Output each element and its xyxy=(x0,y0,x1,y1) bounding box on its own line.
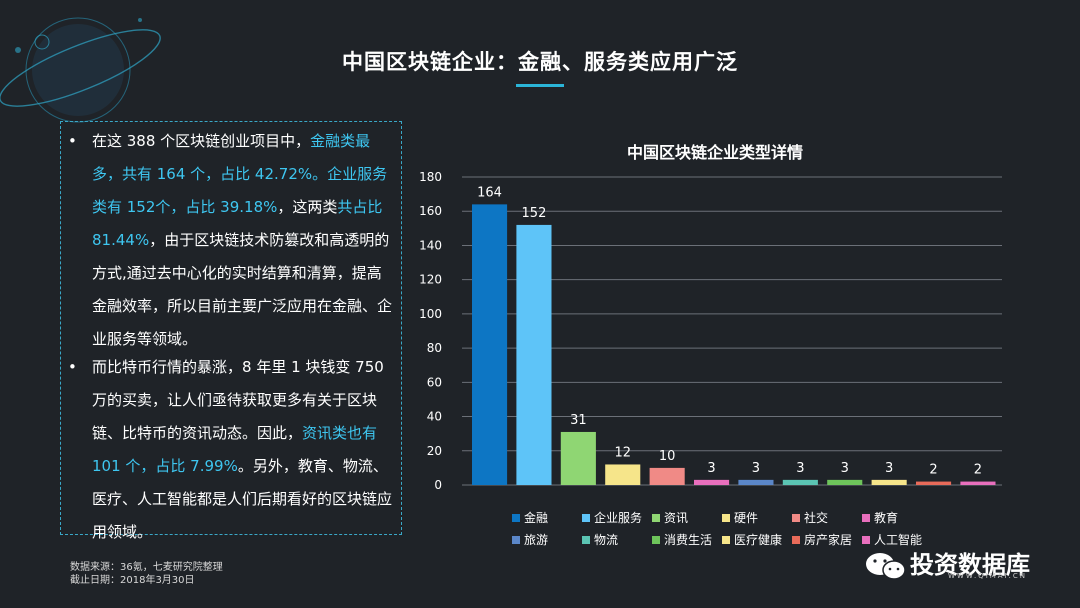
bullet-text: 在这 388 个区块链创业项目中， xyxy=(92,132,311,150)
legend-label: 人工智能 xyxy=(874,532,922,547)
y-tick-label: 120 xyxy=(419,273,442,287)
y-tick-label: 160 xyxy=(419,204,442,218)
bullet-dot: • xyxy=(68,358,77,376)
data-label: 3 xyxy=(885,461,893,476)
legend-swatch xyxy=(582,536,590,544)
y-tick-label: 20 xyxy=(427,444,442,458)
legend-label: 企业服务 xyxy=(594,510,642,525)
data-label: 3 xyxy=(752,461,760,476)
bar-金融 xyxy=(472,204,508,485)
bullet-highlight: 资讯类也有 101 个，占比 7.99% xyxy=(92,424,378,475)
legend-label: 硬件 xyxy=(734,511,758,525)
bullet-text: ，这两类 xyxy=(277,198,338,216)
legend-label: 旅游 xyxy=(524,533,548,547)
watermark-text: 投资数据库 xyxy=(910,551,1030,579)
data-label: 2 xyxy=(974,463,982,478)
bullet-highlight: 共占比 81.44% xyxy=(92,198,383,249)
bullet-finance: • 在这 388 个区块链创业项目中，金融类最多，共有 164 个，占比 42.… xyxy=(68,125,394,356)
legend-swatch xyxy=(652,514,660,522)
y-tick-label: 0 xyxy=(434,478,442,492)
title-underline xyxy=(516,84,564,87)
bullet-text: 而比特币行情的暴涨，8 年里 1 块钱变 750 万的买卖，让人们亟待获取更多有… xyxy=(92,358,384,442)
bullet-dot: • xyxy=(68,132,77,150)
bar-人工智能 xyxy=(960,481,996,485)
watermark-url: WWW.QIMAI.CN xyxy=(948,572,1028,580)
legend-swatch xyxy=(792,514,800,522)
bullet-highlight: 金融类最多，共有 164 个，占比 42.72%。企业服务类有 152个，占比 … xyxy=(92,132,388,216)
date-line: 截止日期：2018年3月30日 xyxy=(70,575,195,586)
bar-物流 xyxy=(782,479,818,485)
legend-label: 金融 xyxy=(524,510,548,525)
y-tick-label: 60 xyxy=(427,375,442,389)
legend-label: 物流 xyxy=(594,533,618,547)
legend-swatch xyxy=(512,514,520,522)
bullet-body: 在这 388 个区块链创业项目中，金融类最多，共有 164 个，占比 42.72… xyxy=(74,125,394,356)
bullet-text: 。另外，教育、物流、医疗、人工智能都是人们后期看好的区块链应用领域。 xyxy=(92,457,393,541)
bar-硬件 xyxy=(605,464,641,485)
y-tick-label: 40 xyxy=(427,410,442,424)
legend-label: 消费生活 xyxy=(664,533,712,547)
bullet-body: 而比特币行情的暴涨，8 年里 1 块钱变 750 万的买卖，让人们亟待获取更多有… xyxy=(74,351,394,549)
y-tick-label: 80 xyxy=(427,341,442,355)
legend-label: 房产家居 xyxy=(804,532,852,547)
legend-swatch xyxy=(792,536,800,544)
bar-旅游 xyxy=(738,479,774,485)
data-label: 31 xyxy=(570,413,587,428)
y-tick-label: 180 xyxy=(419,170,442,184)
data-label: 152 xyxy=(522,206,547,221)
bar-社交 xyxy=(649,467,685,485)
data-label: 10 xyxy=(659,449,676,464)
data-source: 数据来源：36氪，七麦研究院整理 截止日期：2018年3月30日 xyxy=(70,561,223,587)
bar-企业服务 xyxy=(516,224,552,485)
legend-label: 资讯 xyxy=(664,511,688,525)
data-label: 3 xyxy=(796,461,804,476)
legend-label: 医疗健康 xyxy=(734,532,782,547)
bar-医疗健康 xyxy=(871,479,907,485)
bullet-text: ，由于区块链技术防篡改和高透明的方式,通过去中心化的实时结算和清算，提高金融效率… xyxy=(92,231,393,348)
y-tick-label: 140 xyxy=(419,238,442,252)
legend-swatch xyxy=(722,514,730,522)
legend-swatch xyxy=(722,536,730,544)
legend-swatch xyxy=(582,514,590,522)
bar-房产家居 xyxy=(916,481,952,485)
data-label: 2 xyxy=(929,463,937,478)
data-label: 164 xyxy=(477,185,502,200)
legend-label: 教育 xyxy=(874,510,898,525)
planet-orbit-decoration xyxy=(0,17,161,123)
chart-title: 中国区块链企业类型详情 xyxy=(627,143,803,162)
legend-swatch xyxy=(512,536,520,544)
y-tick-label: 100 xyxy=(419,307,442,321)
data-label: 3 xyxy=(841,461,849,476)
bar-教育 xyxy=(694,479,730,485)
data-label: 3 xyxy=(707,461,715,476)
text-box xyxy=(60,121,402,535)
legend-swatch xyxy=(652,536,660,544)
bar-消费生活 xyxy=(827,479,863,485)
page-title: 中国区块链企业：金融、服务类应用广泛 xyxy=(342,50,738,74)
bar-资讯 xyxy=(560,431,596,485)
legend-label: 社交 xyxy=(804,510,828,525)
legend-swatch xyxy=(862,536,870,544)
wechat-icon xyxy=(866,553,906,580)
legend-swatch xyxy=(862,514,870,522)
source-line: 数据来源：36氪，七麦研究院整理 xyxy=(70,562,223,573)
bar-chart: 中国区块链企业类型详情 0 20 40 60 80 100 120 140 160 180 164… xyxy=(419,143,1002,547)
data-label: 12 xyxy=(614,445,631,460)
bullet-bitcoin: • 而比特币行情的暴涨，8 年里 1 块钱变 750 万的买卖，让人们亟待获取更… xyxy=(68,351,394,549)
